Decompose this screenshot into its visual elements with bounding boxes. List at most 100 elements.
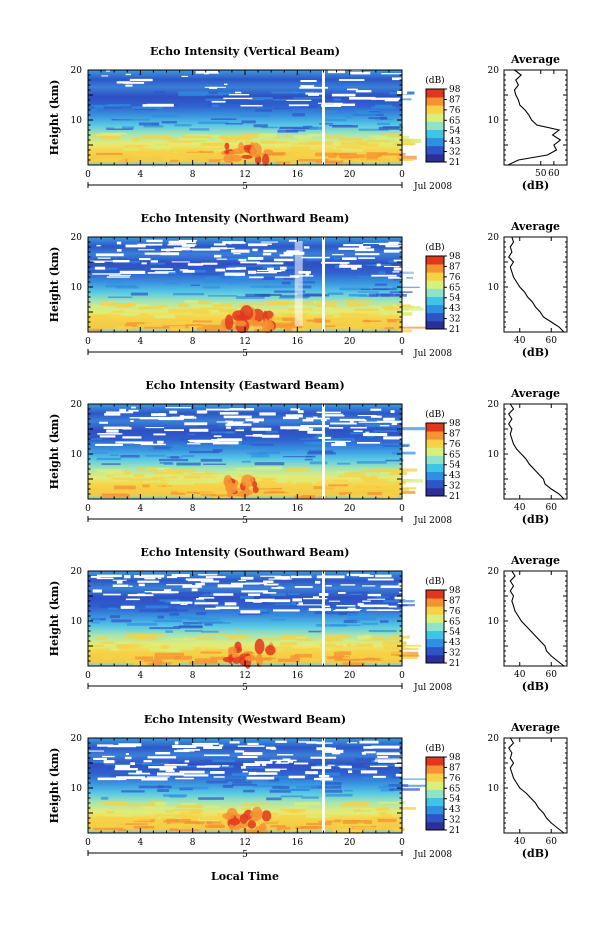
echo-texture: [304, 458, 313, 461]
echo-texture: [248, 98, 264, 101]
echo-texture: [396, 155, 417, 160]
echo-texture: [187, 494, 201, 497]
echo-texture: [366, 154, 382, 157]
colorbar-segment: [426, 288, 444, 297]
echo-texture: [92, 310, 109, 315]
echo-texture: [370, 605, 378, 609]
echo-texture: [384, 155, 403, 159]
echo-texture: [260, 820, 277, 823]
echo-texture: [253, 143, 277, 146]
missing-data-streak: [259, 412, 276, 416]
profile-x-label: (dB): [522, 346, 549, 359]
echo-texture: [272, 776, 299, 778]
colorbar-segment: [426, 447, 444, 456]
missing-data-streak: [130, 419, 134, 422]
echo-texture: [157, 615, 164, 619]
echo-texture: [257, 817, 267, 821]
missing-data-streak: [277, 586, 283, 589]
missing-data-streak: [223, 97, 253, 100]
echo-texture: [160, 817, 175, 821]
missing-data-streak: [93, 757, 107, 760]
echo-texture: [385, 494, 399, 498]
x-tick-label: 0: [85, 504, 91, 514]
echo-texture: [127, 623, 158, 626]
echo-texture: [163, 462, 174, 465]
echo-texture: [147, 448, 173, 452]
missing-data-streak: [141, 777, 168, 781]
convective-cell: [234, 320, 247, 327]
echo-texture: [251, 824, 264, 827]
echo-texture: [325, 638, 332, 643]
echo-texture: [397, 784, 429, 787]
missing-data-streak: [293, 762, 309, 765]
echo-texture: [211, 104, 219, 108]
echo-texture: [251, 487, 282, 490]
missing-data-streak: [262, 252, 272, 256]
echo-texture: [107, 606, 118, 610]
missing-data-streak: [163, 589, 172, 592]
echo-texture: [208, 159, 227, 163]
echo-texture: [91, 621, 101, 624]
echo-texture: [238, 304, 248, 307]
profile-y-tick-label: 10: [488, 450, 500, 460]
missing-data-streak: [321, 605, 330, 608]
echo-texture: [333, 147, 353, 150]
echo-texture: [172, 292, 205, 296]
missing-data-streak: [159, 767, 174, 771]
echo-texture: [365, 142, 379, 147]
y-tick-label: 10: [71, 617, 83, 627]
missing-data-streak: [240, 610, 261, 614]
echo-texture: [350, 643, 357, 646]
echo-texture: [301, 641, 316, 645]
echo-texture: [158, 304, 168, 307]
echo-texture: [334, 479, 348, 482]
missing-data-streak: [233, 253, 241, 255]
convective-cell: [224, 142, 230, 150]
echo-texture: [149, 320, 161, 323]
echo-texture: [184, 623, 191, 626]
echo-texture: [319, 123, 333, 125]
echo-texture: [178, 91, 209, 95]
echo-texture: [322, 789, 343, 793]
y-axis-label: Height (km): [48, 581, 61, 657]
missing-data-streak: [108, 274, 132, 276]
missing-data-streak: [150, 268, 173, 270]
echo-texture: [282, 317, 297, 322]
missing-data-streak: [357, 415, 377, 417]
convective-cell: [227, 647, 233, 656]
missing-data-streak: [196, 765, 220, 768]
profile-frame: [503, 570, 568, 667]
date-tick-label: 5: [242, 349, 248, 359]
echo-texture: [170, 663, 179, 666]
date-label: Jul 2008: [413, 182, 452, 192]
colorbar-tick-label: 21: [449, 492, 460, 502]
echo-texture: [214, 604, 231, 607]
echo-texture: [338, 154, 366, 158]
echo-texture: [178, 765, 211, 768]
echo-texture: [241, 133, 260, 138]
missing-data-streak: [198, 574, 218, 576]
convective-cell: [241, 474, 255, 488]
date-tick-label: 5: [242, 850, 248, 860]
echo-texture: [367, 142, 395, 144]
echo-texture: [386, 652, 409, 655]
echo-texture: [353, 827, 383, 829]
convective-cell: [231, 825, 241, 830]
missing-data-streak: [107, 744, 136, 748]
missing-data-streak: [187, 440, 206, 442]
echo-texture: [335, 591, 343, 593]
echo-texture: [294, 802, 322, 806]
echo-texture: [304, 150, 318, 153]
missing-data-streak: [379, 425, 390, 427]
y-tick-label: 20: [71, 567, 83, 577]
echo-texture: [360, 476, 376, 481]
profile-line: [508, 737, 565, 834]
echo-texture: [149, 152, 165, 156]
missing-data-streak: [213, 243, 226, 246]
missing-data-streak: [300, 425, 329, 428]
echo-texture: [273, 107, 292, 110]
echo-texture: [279, 809, 306, 813]
echo-texture: [307, 647, 321, 651]
colorbar-frame: [425, 589, 445, 664]
